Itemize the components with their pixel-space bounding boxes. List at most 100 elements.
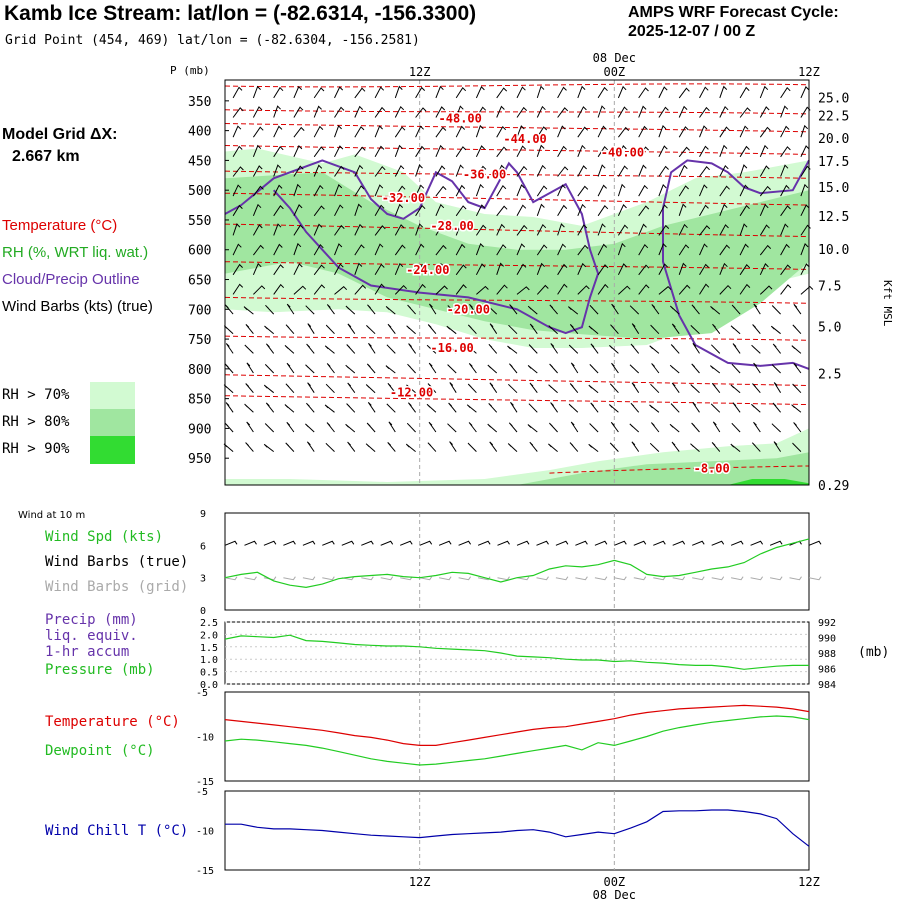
wind-barb: [577, 285, 590, 295]
wind-barb: [638, 264, 650, 276]
wind-barb: [366, 325, 376, 335]
wind-barb-true: [730, 540, 744, 546]
wind-barb: [730, 443, 741, 452]
isotherm-label: -8.00: [694, 461, 730, 475]
wind-barb: [590, 343, 599, 354]
wind-barb: [293, 204, 303, 217]
cloud-outline: [224, 159, 600, 335]
wind-barb: [374, 106, 386, 118]
wind-barb: [448, 402, 457, 413]
wind-barb: [739, 125, 749, 138]
wind-barb: [447, 423, 457, 433]
wind-barb: [293, 145, 303, 158]
wind-speed-line: [224, 538, 810, 589]
wind-barb: [326, 304, 335, 315]
wind-barb: [630, 343, 640, 354]
wind-barb: [293, 165, 304, 177]
wind-barb: [528, 403, 538, 413]
wind-barb: [447, 305, 457, 315]
wind-barb: [284, 404, 295, 413]
wind-barb: [730, 325, 741, 335]
height-tick-label: 0.29: [818, 479, 849, 494]
forecast-cycle-label: AMPS WRF Forecast Cycle:: [628, 4, 839, 21]
wind-barb-grid: [672, 576, 686, 581]
wind-barb: [711, 344, 721, 354]
wind-barb: [549, 304, 558, 315]
wind-barb: [691, 304, 700, 315]
wind-barb: [435, 263, 445, 276]
height-tick-label: 5.0: [818, 321, 841, 336]
precip-tick-label: 0.0: [200, 680, 218, 691]
wind-barb: [407, 363, 416, 374]
wind-barb: [527, 365, 538, 374]
height-tick-label: 22.5: [818, 110, 849, 125]
wind-barb: [313, 205, 325, 217]
wind-barb: [427, 324, 437, 335]
wind-barb: [577, 85, 586, 99]
wind-barb: [386, 344, 396, 354]
wind-barb: [731, 363, 741, 374]
wind-barb: [475, 124, 484, 138]
wind-barb: [719, 224, 729, 236]
time-label-bottom: 12Z: [798, 875, 820, 889]
wind-barb: [394, 244, 406, 256]
height-tick-label: 10.0: [818, 243, 849, 258]
wind-barb: [732, 343, 741, 354]
wind-barb: [699, 86, 709, 99]
wind-barb: [690, 325, 700, 335]
wind-barb: [536, 185, 548, 197]
wind-barb: [405, 443, 416, 452]
wind-barb: [800, 183, 809, 197]
wind-barb-grid: [692, 576, 705, 581]
wind-barb: [232, 166, 244, 177]
wind-barb: [780, 184, 790, 197]
wind-barb: [739, 184, 749, 197]
wind-barb: [435, 285, 448, 295]
wind-barb: [609, 383, 619, 394]
wind-barb: [489, 323, 498, 334]
wind-barb: [455, 184, 466, 197]
wind-barb: [577, 144, 586, 157]
wind-barb: [415, 283, 426, 295]
wind-barb: [415, 184, 425, 197]
wind-barb: [597, 223, 606, 236]
wind-barb: [252, 165, 263, 177]
wind-barb-grid: [614, 576, 627, 581]
wind-barb-grid: [302, 576, 316, 581]
wind-barb: [426, 403, 437, 413]
wind-barb: [354, 185, 365, 197]
wind-barb: [759, 144, 769, 157]
wind-barb: [671, 323, 680, 334]
wind-barb: [426, 344, 437, 354]
wind-barb: [475, 224, 487, 236]
wind-barb-true: [555, 540, 569, 546]
wind-barb: [678, 223, 688, 236]
wind-tick-label: 0: [200, 606, 206, 617]
wind-barb: [678, 185, 689, 197]
wind-barb: [618, 285, 631, 295]
wind-barb: [508, 383, 518, 394]
wind-barb-grid: [224, 576, 238, 581]
wind-barb-true: [361, 540, 374, 546]
wind-barb: [752, 324, 761, 335]
wind-barb: [508, 422, 518, 433]
wind-barb-grid: [244, 576, 257, 581]
wind-barb: [394, 85, 403, 99]
wind-barb: [232, 86, 243, 99]
wind-barb: [367, 304, 376, 315]
wind-barb: [455, 243, 466, 256]
wind-barb: [557, 204, 568, 217]
wind-barb: [669, 305, 680, 315]
pressure-tick-label: 986: [818, 665, 836, 676]
wind-barb: [334, 184, 343, 197]
date-label-top: 08 Dec: [593, 51, 636, 65]
wind-barb: [631, 441, 640, 452]
wind-barb: [243, 306, 254, 315]
wind-barb: [597, 205, 609, 217]
wind-barb: [638, 243, 649, 256]
wind-barb: [447, 364, 457, 374]
wind-barb: [557, 86, 567, 99]
wind-barb: [455, 146, 467, 158]
wind-barb: [800, 285, 814, 295]
wind-barb: [496, 164, 505, 177]
